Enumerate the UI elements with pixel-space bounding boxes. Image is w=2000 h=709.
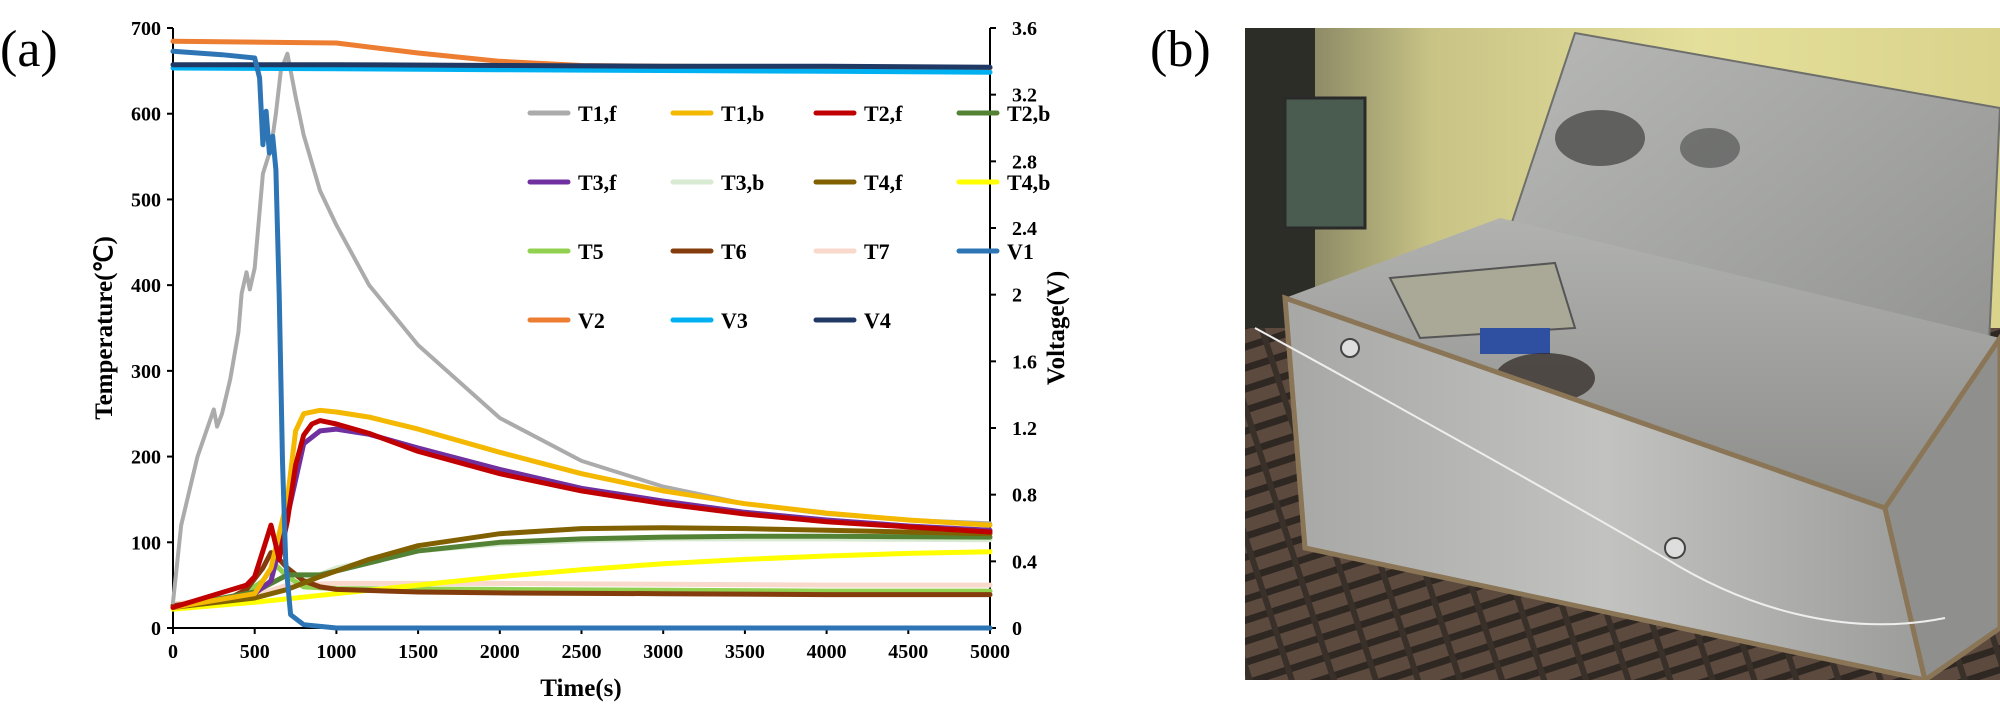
panel-label-a: (a) <box>0 21 58 78</box>
legend-label-t3-f: T3,f <box>578 170 617 195</box>
y-right-tick-label: 0 <box>1012 618 1022 640</box>
y-left-tick-label: 600 <box>131 104 161 126</box>
panel-label-b-holder: (b) <box>1150 21 1211 78</box>
series-line-t1-f <box>171 51 992 605</box>
y-right-tick-label: 2.4 <box>1012 218 1037 240</box>
series-line-t4-b <box>170 549 993 612</box>
y-left-tick-label: 400 <box>131 275 161 297</box>
series-line-v1 <box>170 48 993 631</box>
legend-label-t1-f: T1,f <box>578 101 617 126</box>
legend: T1,f T1,b T2,f T2,b T3,f T3,b T4,f T4,b T5 T6 T7 V1… <box>527 101 1050 333</box>
y-left-axis-title: Temperature(℃) <box>91 236 118 420</box>
legend-label-t3-b: T3,b <box>721 170 764 195</box>
x-tick-label: 3000 <box>643 641 683 663</box>
x-tick-label: 500 <box>240 641 270 663</box>
y-right-tick-label: 0.8 <box>1012 485 1037 507</box>
legend-label-t4-f: T4,f <box>864 170 903 195</box>
latch-left <box>1340 338 1360 358</box>
series-line-t5 <box>170 561 993 610</box>
panel-label-b: (b) <box>1150 21 1211 78</box>
series-line-t2-b <box>170 533 993 610</box>
legend-label-v1: V1 <box>1007 239 1034 264</box>
y-left-tick-label: 700 <box>131 18 161 40</box>
legend-label-v2: V2 <box>578 308 605 333</box>
y-right-tick-label: 2 <box>1012 285 1022 307</box>
x-tick-label: 0 <box>168 641 178 663</box>
x-tick-label: 1500 <box>398 641 438 663</box>
legend-label-t2-b: T2,b <box>1007 101 1050 126</box>
x-tick-label: 4500 <box>888 641 928 663</box>
box-front-wall <box>1282 294 1928 680</box>
y-right-tick-label: 2.8 <box>1012 151 1037 173</box>
y-right-tick-label: 3.6 <box>1012 18 1037 40</box>
test-box-photo <box>1245 28 2000 680</box>
legend-label-t2-f: T2,f <box>864 101 903 126</box>
y-right-tick-label: 0.4 <box>1012 551 1037 573</box>
series-line-v3 <box>170 65 993 75</box>
legend-label-t7: T7 <box>864 239 890 264</box>
y-right-tick-label: 3.2 <box>1012 85 1037 107</box>
x-tick-group: 0 500 1000 1500 2000 2500 3000 3500 4000 4500 5000 <box>168 628 1010 663</box>
legend-label-t5: T5 <box>578 239 604 264</box>
battery-module <box>1388 261 1577 340</box>
x-tick-label: 2500 <box>562 641 602 663</box>
y-right-axis-title: Voltage(V) <box>1043 271 1070 385</box>
chart-panel-a: (a) 0 500 1000 1500 2000 2500 3000 3500 4000 4500… <box>0 18 1070 702</box>
y-left-tick-label: 0 <box>151 618 161 640</box>
y-left-tick-group: 0 100 200 300 400 500 600 700 <box>131 18 173 640</box>
photo-panel-b <box>1245 28 2000 680</box>
y-left-tick-label: 500 <box>131 189 161 211</box>
legend-label-v3: V3 <box>721 308 748 333</box>
x-tick-label: 4000 <box>807 641 847 663</box>
series-line-v4 <box>170 62 993 70</box>
thermocouple-wire <box>1254 327 1946 626</box>
window-mesh <box>1283 96 1367 230</box>
x-axis-title: Time(s) <box>540 675 621 702</box>
lid-burn-mark-2 <box>1680 128 1740 168</box>
y-left-tick-label: 200 <box>131 447 161 469</box>
legend-label-t4-b: T4,b <box>1007 170 1050 195</box>
latch-right <box>1664 537 1686 559</box>
battery-cells <box>1480 328 1550 354</box>
y-left-tick-label: 300 <box>131 361 161 383</box>
y-left-tick-label: 100 <box>131 532 161 554</box>
x-tick-label: 2000 <box>480 641 520 663</box>
series-line-t1-b <box>170 407 993 610</box>
y-right-tick-label: 1.6 <box>1012 351 1037 373</box>
y-right-tick-group: 0 0.4 0.8 1.2 1.6 2 2.4 2.8 3.2 3.6 <box>990 18 1037 640</box>
series-line-t2-f <box>170 418 993 610</box>
legend-label-t6: T6 <box>721 239 747 264</box>
lid-burn-mark <box>1555 110 1645 166</box>
x-tick-label: 3500 <box>725 641 765 663</box>
series-group <box>170 38 993 631</box>
legend-label-t1-b: T1,b <box>721 101 764 126</box>
x-tick-label: 5000 <box>970 641 1010 663</box>
y-right-tick-label: 1.2 <box>1012 418 1037 440</box>
legend-label-v4: V4 <box>864 308 891 333</box>
x-tick-label: 1000 <box>316 641 356 663</box>
